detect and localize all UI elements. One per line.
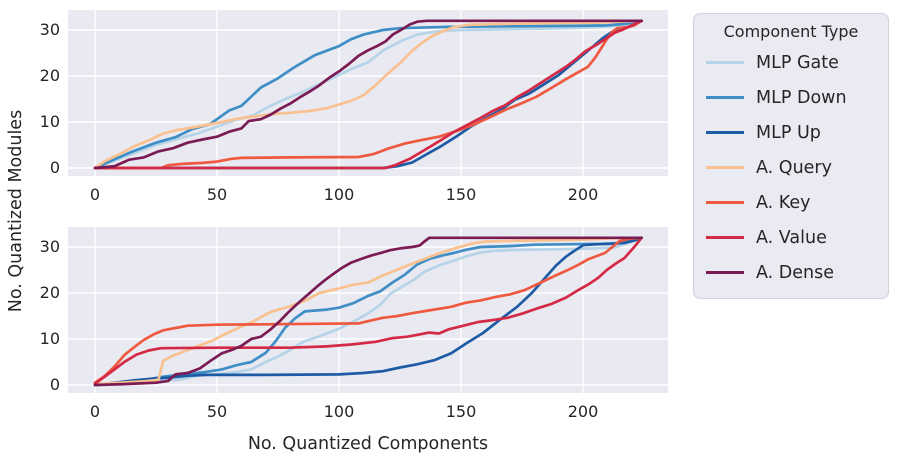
legend-item-a-dense: A. Dense [694,255,888,290]
series-line-a-key [93,236,643,385]
x-tick-top-150: 150 [445,185,477,204]
legend-item-label: A. Query [756,157,832,178]
legend-line-swatch [706,271,744,274]
legend-item-a-key: A. Key [694,185,888,220]
top-plot-canvas [68,10,668,176]
y-tick-top-30: 30 [39,20,60,39]
x-tick-bottom-200: 200 [567,402,599,421]
legend-line-swatch [706,61,744,64]
legend-items: MLP Gate MLP Down MLP Up A. Query A. Key A. V… [694,45,888,290]
series-line-mlp-up [93,236,643,387]
series-line-mlp-gate [93,19,643,170]
series-line-mlp-down [93,19,643,170]
x-tick-bottom-150: 150 [445,402,477,421]
series-line-mlp-down [93,236,643,387]
series-line-a-value [93,236,643,385]
y-tick-top-20: 20 [39,66,60,85]
series-line-mlp-up [93,19,643,170]
bottom-plot-canvas [68,227,668,393]
y-tick-bottom-10: 10 [39,329,60,348]
bottom-subplot [68,227,668,393]
x-axis-label: No. Quantized Components [247,434,489,454]
x-tick-bottom-50: 50 [206,402,228,421]
x-tick-top-50: 50 [206,185,228,204]
y-tick-bottom-20: 20 [39,283,60,302]
legend-item-label: MLP Gate [756,52,839,73]
legend-item-a-value: A. Value [694,220,888,255]
series-line-a-dense [93,236,643,387]
legend-item-mlp-down: MLP Down [694,80,888,115]
series-line-a-dense [93,19,643,170]
legend-item-label: A. Dense [756,262,835,283]
legend-title: Component Type [723,22,859,41]
legend-item-label: MLP Up [756,122,821,143]
legend: Component Type MLP Gate MLP Down MLP Up A. … [693,13,889,299]
legend-item-label: MLP Down [756,87,847,108]
legend-item-mlp-up: MLP Up [694,115,888,150]
legend-line-swatch [706,131,744,134]
legend-item-mlp-gate: MLP Gate [694,45,888,80]
legend-line-swatch [706,236,744,239]
y-tick-top-0: 0 [49,158,60,177]
legend-item-label: A. Key [756,192,811,213]
x-tick-bottom-100: 100 [323,402,355,421]
series-line-a-key [93,19,643,170]
x-tick-top-100: 100 [323,185,355,204]
legend-line-swatch [706,201,744,204]
y-tick-top-10: 10 [39,112,60,131]
legend-item-a-query: A. Query [694,150,888,185]
legend-line-swatch [706,166,744,169]
series-line-a-query [93,19,643,170]
series-line-mlp-gate [93,236,643,387]
series-line-a-value [93,19,643,170]
series-line-a-query [93,236,643,386]
x-tick-bottom-0: 0 [89,402,101,421]
y-tick-bottom-0: 0 [49,375,60,394]
legend-line-swatch [706,96,744,99]
x-tick-top-200: 200 [567,185,599,204]
top-subplot [68,10,668,176]
y-tick-bottom-30: 30 [39,237,60,256]
legend-item-label: A. Value [756,227,827,248]
x-tick-top-0: 0 [89,185,101,204]
